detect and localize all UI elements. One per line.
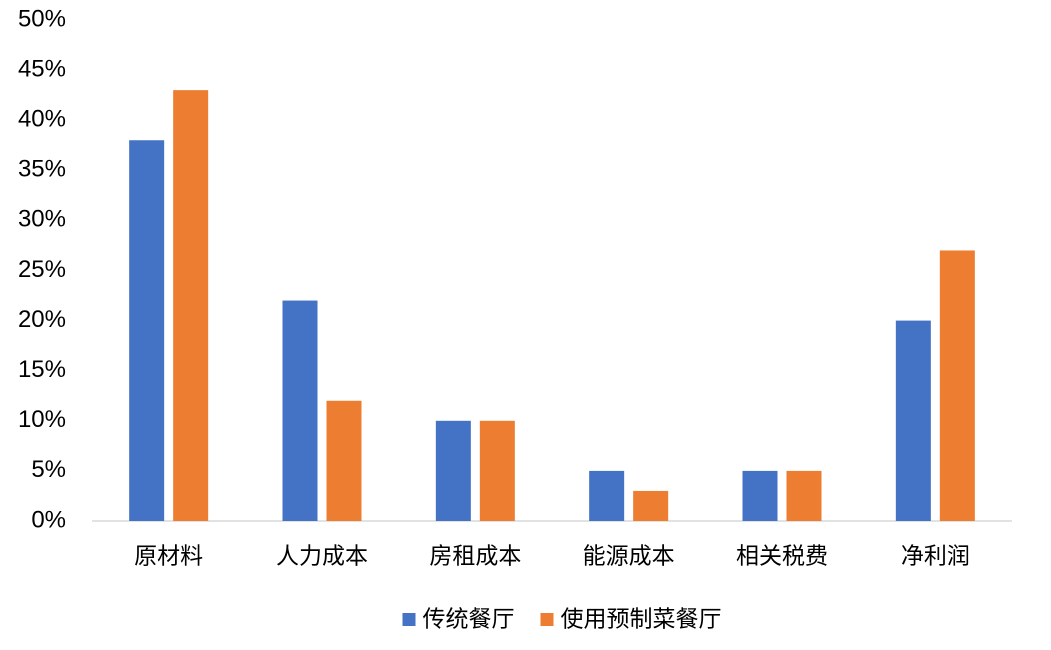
y-tick-label: 50%	[18, 5, 66, 32]
y-tick-label: 35%	[18, 156, 66, 183]
y-tick-label: 15%	[18, 356, 66, 383]
legend-swatch	[540, 613, 554, 626]
bar	[742, 470, 778, 521]
y-tick-label: 40%	[18, 106, 66, 133]
legend-swatch	[402, 613, 416, 626]
bar	[435, 420, 471, 521]
x-tick-label: 原材料	[134, 544, 203, 570]
y-tick-label: 45%	[18, 55, 66, 82]
y-tick-label: 10%	[18, 406, 66, 433]
x-tick-label: 相关税费	[736, 544, 828, 570]
bar	[633, 490, 669, 521]
bar	[786, 470, 822, 521]
x-tick-label: 房租成本	[429, 544, 521, 570]
x-tick-label: 净利润	[901, 544, 970, 570]
bar	[129, 140, 165, 522]
y-tick-label: 20%	[18, 306, 66, 333]
y-tick-label: 5%	[31, 456, 66, 483]
y-tick-label: 25%	[18, 256, 66, 283]
x-tick-label: 能源成本	[583, 544, 675, 570]
bar	[895, 320, 931, 521]
x-tick-label: 人力成本	[276, 544, 368, 570]
y-tick-label: 0%	[31, 506, 66, 533]
bar	[589, 470, 625, 521]
legend-label: 传统餐厅	[423, 607, 515, 633]
bar	[173, 90, 209, 521]
bar	[479, 420, 515, 521]
bar	[326, 400, 362, 521]
bar	[939, 250, 975, 521]
y-tick-label: 30%	[18, 206, 66, 233]
legend-label: 使用预制菜餐厅	[561, 607, 722, 633]
bar	[282, 300, 318, 521]
